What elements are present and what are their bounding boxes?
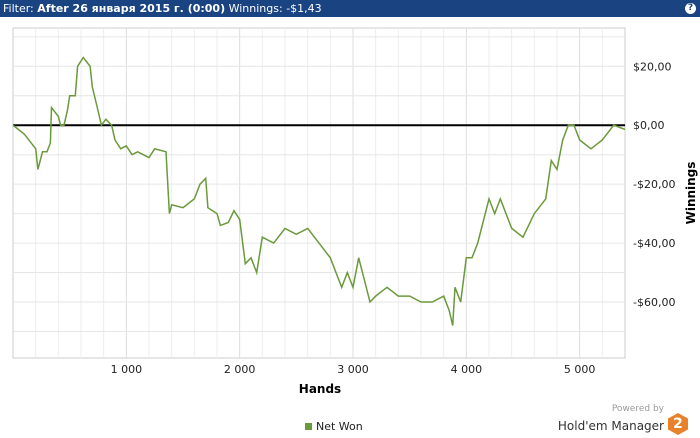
x-tick-label: 4 000 [451, 363, 483, 376]
legend-item-net-won[interactable]: Net Won [305, 420, 363, 433]
filter-label: Filter: [3, 2, 34, 15]
x-tick-label: 5 000 [564, 363, 596, 376]
plot-area [12, 27, 626, 359]
filter-value: After 26 января 2015 г. (0:00) [37, 2, 226, 15]
powered-by: Powered by [611, 404, 664, 414]
net-won-line [12, 56, 626, 326]
x-tick-label: 1 000 [111, 363, 143, 376]
y-axis-label: Winnings [684, 162, 698, 225]
legend-label: Net Won [316, 420, 363, 433]
winnings-label: Winnings: [228, 2, 283, 15]
x-axis-label: Hands [299, 382, 341, 396]
y-tick-label: -$60,00 [633, 296, 675, 309]
product-name: Hold'em Manager [557, 419, 664, 433]
y-tick-label: -$40,00 [633, 237, 675, 250]
help-icon[interactable]: ? [685, 3, 696, 14]
y-tick-label: $0,00 [633, 119, 665, 132]
x-tick-label: 2 000 [224, 363, 256, 376]
legend-swatch [305, 423, 312, 430]
y-tick-label: -$20,00 [633, 178, 675, 191]
winnings-value: -$1,43 [286, 2, 322, 15]
filter-bar: Filter: After 26 января 2015 г. (0:00) W… [0, 0, 700, 17]
y-tick-label: $20,00 [633, 60, 672, 73]
hem2-logo: 2 [668, 413, 688, 435]
x-tick-label: 3 000 [337, 363, 369, 376]
